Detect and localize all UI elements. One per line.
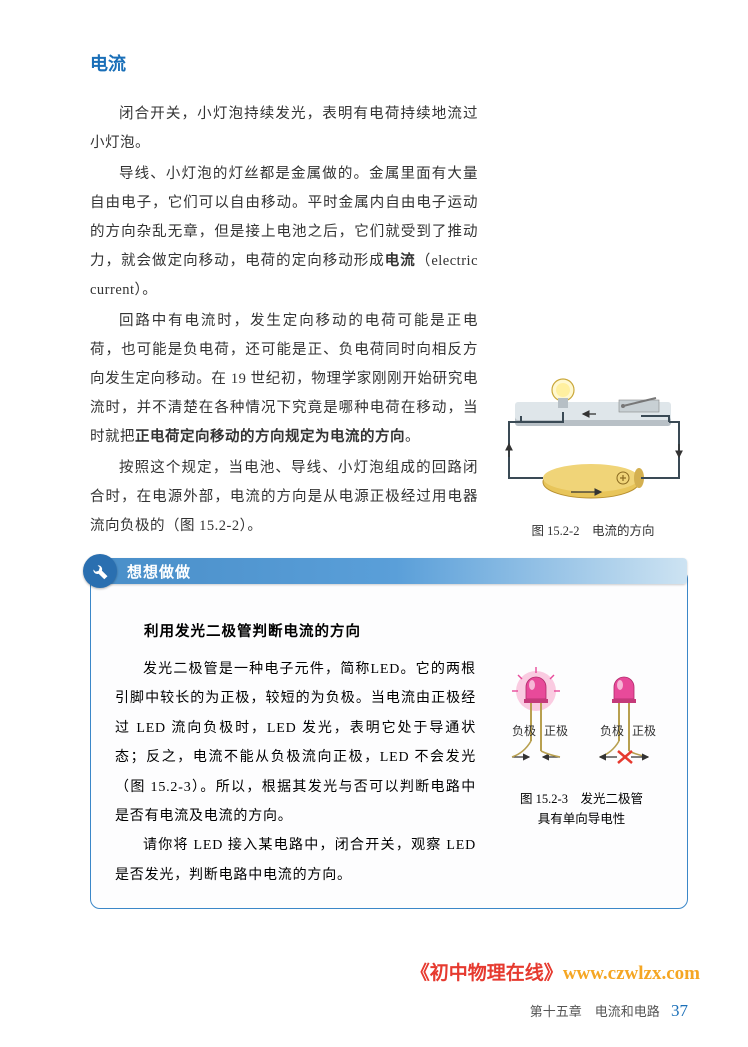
section-title: 电流 — [90, 50, 688, 76]
led1-neg-label: 负极 — [512, 724, 536, 738]
footer-chapter: 第十五章 电流和电路 — [530, 1004, 660, 1019]
para3-a: 回路中有电流时，发生定向移动的电荷可能是正电荷，也可能是负电荷，还可能是正、负电… — [90, 313, 478, 445]
circuit-figure — [501, 372, 686, 512]
watermark: 《初中物理在线》www.czwlzx.com — [411, 958, 700, 985]
activity-header: 想想做做 — [83, 554, 687, 588]
led2-neg-label: 负极 — [600, 724, 624, 738]
activity-header-label: 想想做做 — [105, 558, 687, 584]
led-figure: 负极 正极 负极 正极 — [494, 663, 669, 783]
watermark-url: www.czwlzx.com — [563, 963, 700, 984]
body-text-column: 闭合开关，小灯泡持续发光，表明有电荷持续地流过小灯泡。 导线、小灯泡的灯丝都是金… — [90, 100, 478, 543]
activity-title: 利用发光二极管判断电流的方向 — [115, 620, 669, 641]
led-caption-l1: 图 15.2-3 发光二极管 — [520, 792, 643, 806]
wrench-icon — [83, 554, 117, 588]
led1-pos-label: 正极 — [544, 724, 568, 738]
led-figure-caption: 图 15.2-3 发光二极管 具有单向导电性 — [494, 789, 669, 829]
activity-p2: 请你将 LED 接入某电路中，闭合开关，观察 LED 是否发光，判断电路中电流的… — [115, 831, 476, 890]
page-footer: 第十五章 电流和电路 37 — [530, 1001, 688, 1021]
paragraph-2: 导线、小灯泡的灯丝都是金属做的。金属里面有大量自由电子，它们可以自由移动。平时金… — [90, 160, 478, 305]
main-content-row: 闭合开关，小灯泡持续发光，表明有电荷持续地流过小灯泡。 导线、小灯泡的灯丝都是金… — [90, 100, 688, 543]
activity-row: 发光二极管是一种电子元件，简称LED。它的两根引脚中较长的为正极，较短的为负极。… — [115, 655, 669, 890]
activity-p1: 发光二极管是一种电子元件，简称LED。它的两根引脚中较长的为正极，较短的为负极。… — [115, 655, 476, 831]
page-number: 37 — [671, 1001, 688, 1020]
activity-box: 想想做做 利用发光二极管判断电流的方向 发光二极管是一种电子元件，简称LED。它… — [90, 569, 688, 909]
activity-text: 发光二极管是一种电子元件，简称LED。它的两根引脚中较长的为正极，较短的为负极。… — [115, 655, 476, 890]
page: 电流 闭合开关，小灯泡持续发光，表明有电荷持续地流过小灯泡。 导线、小灯泡的灯丝… — [0, 0, 748, 1047]
para3-b: 。 — [405, 429, 420, 445]
figure-1-column: 图 15.2-2 电流的方向 — [498, 100, 688, 543]
led2-pos-label: 正极 — [632, 724, 656, 738]
paragraph-1: 闭合开关，小灯泡持续发光，表明有电荷持续地流过小灯泡。 — [90, 100, 478, 158]
paragraph-4: 按照这个规定，当电池、导线、小灯泡组成的回路闭合时，在电源外部，电流的方向是从电… — [90, 454, 478, 541]
figure-1-caption: 图 15.2-2 电流的方向 — [498, 520, 688, 539]
paragraph-3: 回路中有电流时，发生定向移动的电荷可能是正电荷，也可能是负电荷，还可能是正、负电… — [90, 307, 478, 452]
watermark-text: 《初中物理在线》 — [411, 963, 563, 984]
para2-bold-term: 电流 — [385, 253, 416, 269]
para3-bold-term: 正电荷定向移动的方向规定为电流的方向 — [135, 429, 405, 445]
led-figure-column: 负极 正极 负极 正极 图 15.2-3 发光二极管 具有单向导电性 — [494, 655, 669, 890]
led-caption-l2: 具有单向导电性 — [538, 812, 626, 826]
